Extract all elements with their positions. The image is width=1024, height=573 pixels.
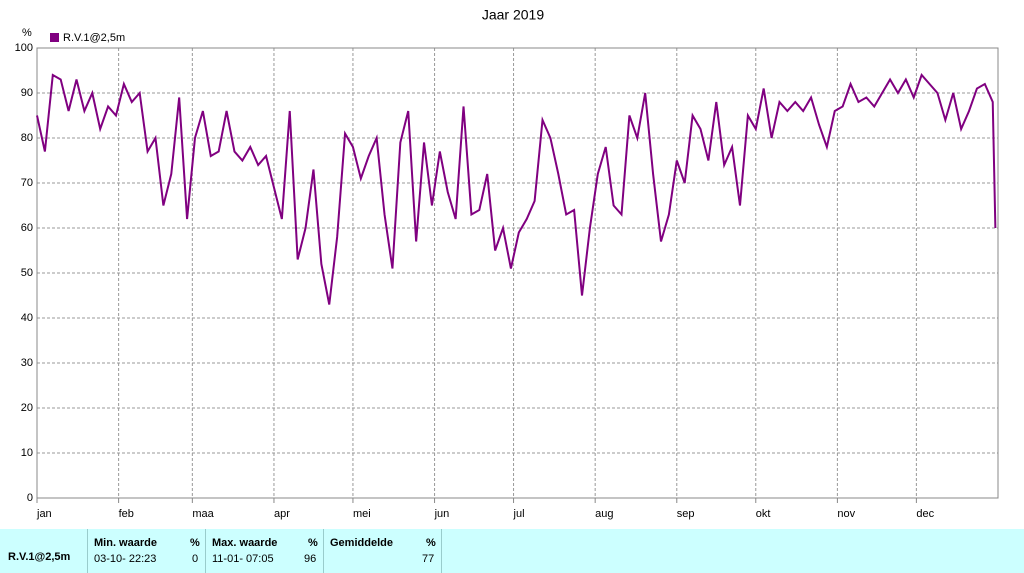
x-tick-label: dec <box>916 508 934 520</box>
x-tick-label: jan <box>36 508 52 520</box>
x-tick-label: aug <box>595 508 613 520</box>
stats-panel: R.V.1@2,5m Min. waarde % 03-10- 22:23 0 … <box>0 529 1024 573</box>
min-time: 03-10- 22:23 <box>94 553 157 565</box>
avg-value: 77 <box>422 553 435 565</box>
y-tick-label: 30 <box>21 357 33 369</box>
chart: Jaar 2019 % R.V.1@2,5m 0 10 20 30 40 50 60 70 80… <box>15 7 999 520</box>
x-tick-label: jul <box>513 508 525 520</box>
y-tick-label: 100 <box>15 42 33 54</box>
x-tick-label: jun <box>434 508 450 520</box>
min-unit: % <box>190 537 200 549</box>
legend-swatch <box>50 33 59 42</box>
y-tick-label: 70 <box>21 177 33 189</box>
min-value: 0 <box>192 553 199 565</box>
x-tick-label: maa <box>192 508 214 520</box>
y-tick-label: 20 <box>21 402 33 414</box>
y-tick-label: 10 <box>21 447 33 459</box>
legend-label: R.V.1@2,5m <box>63 32 125 44</box>
max-time: 11-01- 07:05 <box>212 553 274 565</box>
max-unit: % <box>308 537 318 549</box>
max-value: 96 <box>304 553 317 565</box>
x-tick-label: mei <box>353 508 371 520</box>
y-tick-label: 0 <box>27 492 33 504</box>
x-tick-label: apr <box>274 508 290 520</box>
y-tick-label: 90 <box>21 87 33 99</box>
avg-label: Gemiddelde <box>330 537 393 549</box>
station: R.V.1@2,5m <box>8 551 71 563</box>
y-tick-label: 60 <box>21 222 33 234</box>
y-tick-label: 40 <box>21 312 33 324</box>
x-tick-label: sep <box>677 508 695 520</box>
data-line <box>36 73 997 305</box>
y-tick-label: 50 <box>21 267 33 279</box>
chart-title: Jaar 2019 <box>482 7 544 23</box>
x-tick-label: nov <box>837 508 855 520</box>
x-tick-label: feb <box>119 508 134 520</box>
max-label: Max. waarde <box>212 537 278 549</box>
y-unit: % <box>22 27 32 39</box>
min-label: Min. waarde <box>94 537 157 549</box>
y-tick-label: 80 <box>21 132 33 144</box>
avg-unit: % <box>426 537 436 549</box>
plot-frame <box>36 47 999 499</box>
x-tick-label: okt <box>756 508 771 520</box>
